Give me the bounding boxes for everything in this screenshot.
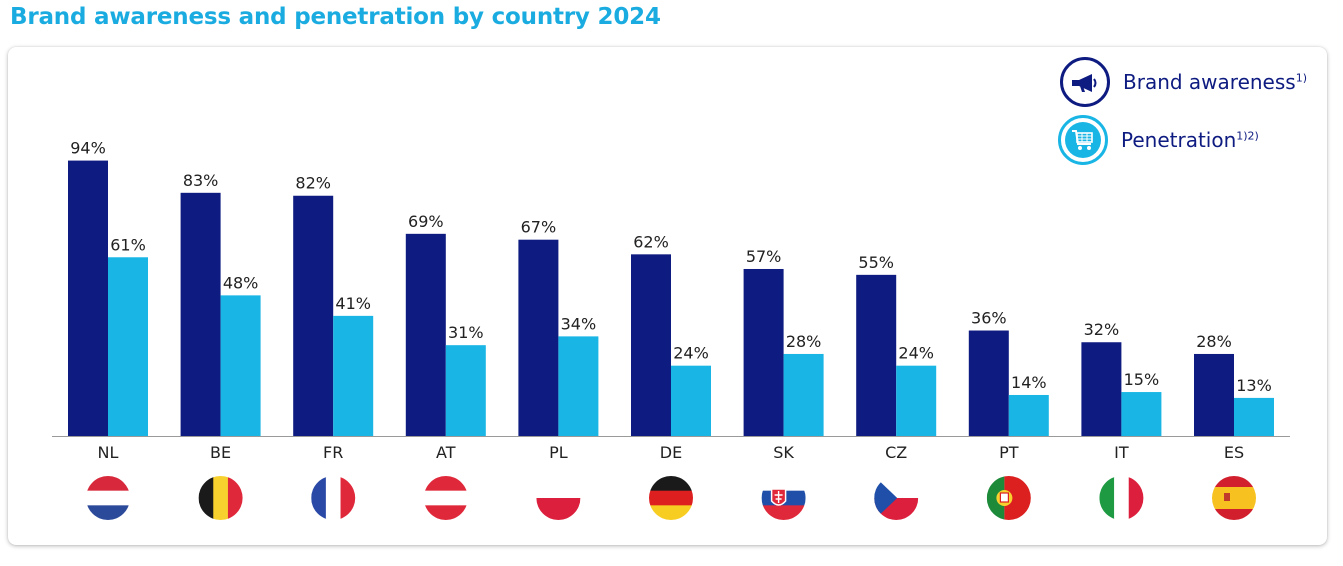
data-label-penetration-es: 13% [1236, 376, 1272, 395]
austria-flag-icon [423, 476, 468, 520]
data-label-awareness-fr: 82% [295, 174, 331, 193]
poland-flag-icon [536, 476, 581, 520]
bar-penetration-be [220, 295, 261, 436]
category-label-it: IT [1114, 443, 1129, 462]
bar-awareness-sk [743, 268, 784, 436]
category-label-pt: PT [999, 443, 1019, 462]
category-label-be: BE [210, 443, 231, 462]
data-label-penetration-sk: 28% [786, 332, 822, 351]
bar-penetration-sk [783, 353, 824, 436]
bar-penetration-nl [108, 257, 148, 436]
legend-item-awareness: Brand awareness1) [1060, 57, 1307, 107]
bar-penetration-pl [558, 336, 599, 436]
category-label-cz: CZ [885, 443, 907, 462]
shopping-cart-icon [1058, 115, 1108, 165]
data-label-awareness-nl: 94% [70, 139, 106, 158]
bar-penetration-cz [896, 365, 937, 436]
megaphone-icon [1060, 57, 1110, 107]
data-label-penetration-it: 15% [1124, 370, 1160, 389]
data-label-awareness-es: 28% [1196, 332, 1232, 351]
bar-awareness-de [631, 254, 671, 436]
belgium-flag-icon [198, 476, 243, 520]
bar-penetration-at [445, 345, 486, 436]
bar-penetration-it [1121, 392, 1162, 436]
chart-title: Brand awareness and penetration by count… [10, 4, 661, 30]
bar-awareness-es [1194, 353, 1234, 436]
bar-awareness-be [180, 192, 221, 436]
data-label-penetration-be: 48% [223, 273, 259, 292]
data-label-awareness-sk: 57% [746, 247, 782, 266]
spain-flag-icon [1212, 476, 1256, 520]
data-label-awareness-it: 32% [1084, 320, 1120, 339]
italy-flag-icon [1099, 476, 1144, 520]
category-label-de: DE [660, 443, 682, 462]
slovakia-flag-icon [761, 476, 806, 520]
data-label-penetration-fr: 41% [335, 294, 371, 313]
data-label-penetration-pl: 34% [561, 314, 597, 333]
bar-awareness-it [1081, 342, 1122, 436]
legend-penetration-label: Penetration [1121, 128, 1237, 152]
data-label-awareness-be: 83% [183, 171, 219, 190]
bar-penetration-es [1234, 397, 1274, 436]
bar-penetration-pt [1008, 394, 1049, 436]
bar-awareness-pl [518, 239, 559, 436]
data-label-penetration-nl: 61% [110, 235, 146, 254]
data-label-penetration-at: 31% [448, 323, 484, 342]
bar-awareness-cz [856, 274, 897, 436]
legend-item-penetration: Penetration1)2) [1058, 115, 1259, 165]
data-label-penetration-cz: 24% [898, 344, 934, 363]
bar-penetration-fr [333, 315, 374, 436]
category-label-sk: SK [773, 443, 794, 462]
germany-flag-icon [649, 476, 693, 520]
bar-awareness-fr [293, 195, 334, 436]
category-label-fr: FR [323, 443, 343, 462]
legend-awareness-footnote: 1) [1295, 71, 1308, 85]
legend-penetration-footnote: 1)2) [1236, 129, 1259, 143]
france-flag-icon [311, 476, 356, 520]
category-label-at: AT [436, 443, 456, 462]
data-label-awareness-cz: 55% [858, 253, 894, 272]
portugal-flag-icon [986, 476, 1031, 520]
data-label-awareness-pl: 67% [521, 218, 557, 237]
bar-awareness-nl [68, 160, 108, 436]
data-label-awareness-at: 69% [408, 212, 444, 231]
bar-awareness-pt [968, 330, 1009, 436]
data-label-awareness-pt: 36% [971, 309, 1007, 328]
czech-flag-icon [874, 476, 919, 520]
bar-awareness-at [405, 233, 446, 436]
data-label-penetration-pt: 14% [1011, 373, 1047, 392]
netherlands-flag-icon [86, 476, 130, 520]
legend-awareness-label: Brand awareness [1123, 70, 1296, 94]
data-label-awareness-de: 62% [633, 232, 669, 251]
category-label-es: ES [1224, 443, 1244, 462]
bar-penetration-de [671, 365, 711, 436]
category-label-nl: NL [98, 443, 119, 462]
data-label-penetration-de: 24% [673, 344, 709, 363]
category-label-pl: PL [549, 443, 568, 462]
